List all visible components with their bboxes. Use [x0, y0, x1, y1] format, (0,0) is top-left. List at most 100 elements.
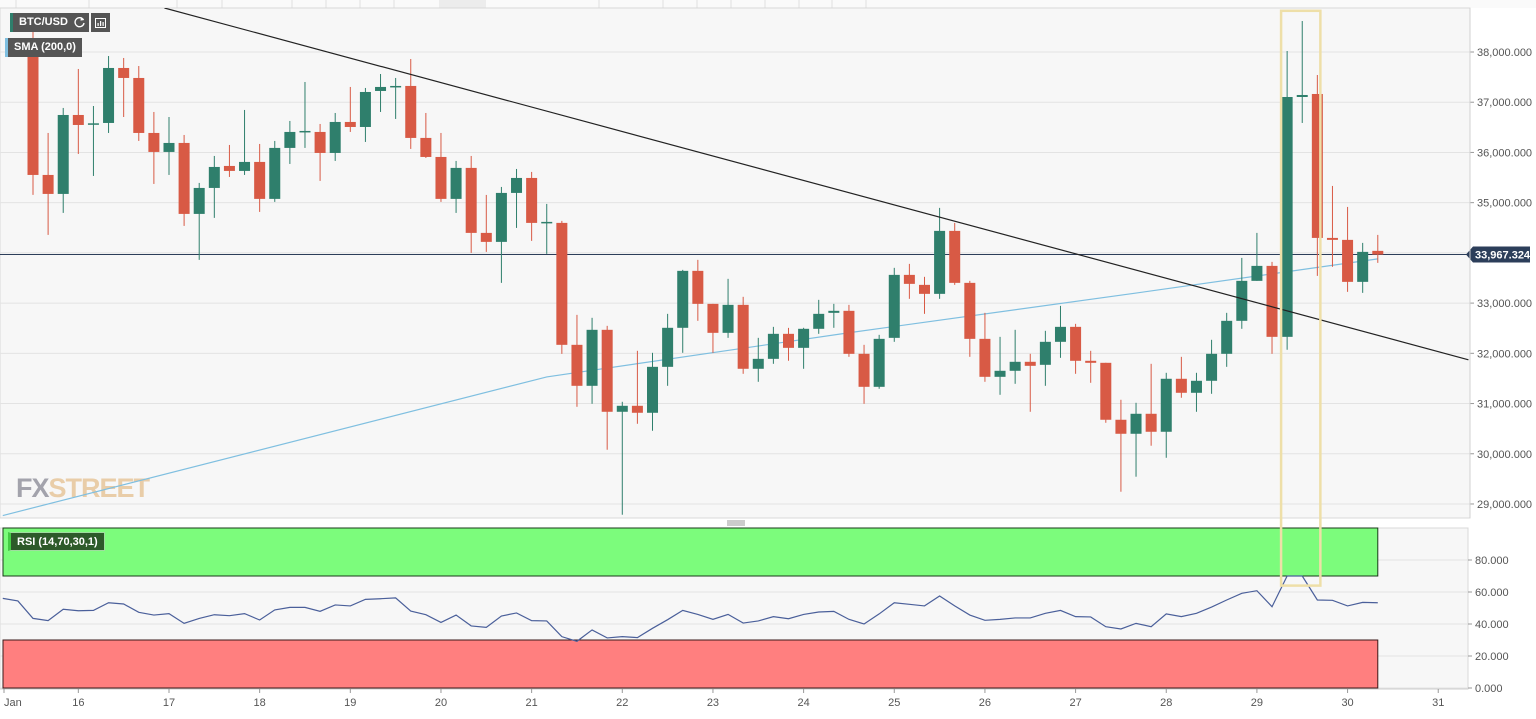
refresh-icon[interactable]	[70, 13, 89, 32]
price-tick-label: 29,000.000	[1477, 499, 1532, 511]
price-tick-label: 37,000.000	[1477, 97, 1532, 109]
candle-body-up	[390, 85, 402, 88]
candle-body-down	[480, 232, 492, 242]
price-tick-label: 38,000.000	[1477, 47, 1532, 59]
descending-trendline	[164, 8, 1469, 361]
candle-body-down	[223, 165, 235, 171]
candle-body-down	[843, 310, 855, 354]
candle-body-down	[903, 274, 915, 284]
rsi-line	[2, 575, 1378, 642]
sma-legend[interactable]: SMA (200,0)	[5, 38, 82, 57]
candle-body-down	[435, 156, 447, 199]
candle-body-up	[828, 310, 840, 313]
time-tick-label: 26	[979, 697, 991, 709]
candle-body-down	[344, 121, 356, 127]
candle-body-up	[193, 187, 205, 214]
price-tick-label: 31,000.000	[1477, 399, 1532, 411]
rsi-tick-label: 0.000	[1475, 683, 1503, 695]
time-tick-label: 17	[163, 697, 175, 709]
symbol-legend[interactable]: BTC/USD	[10, 13, 74, 32]
candle-body-up	[57, 114, 69, 194]
candle-body-up	[163, 142, 175, 152]
candle-body-up	[1357, 251, 1369, 282]
candle-body-up	[299, 130, 311, 133]
candle-body-down	[1175, 378, 1187, 393]
candle-body-up	[208, 166, 220, 188]
candle-body-down	[707, 303, 719, 333]
candle-body-down	[72, 114, 84, 125]
candle-body-up	[677, 270, 689, 328]
price-tick-label: 35,000.000	[1477, 198, 1532, 210]
highlight-box	[1279, 9, 1322, 587]
last-price-label: 33,967.324	[1475, 250, 1531, 262]
time-tick-label: 22	[616, 697, 628, 709]
last-price-badge	[1466, 246, 1530, 263]
price-tick-label: 33,000.000	[1477, 298, 1532, 310]
candle-body-up	[375, 86, 387, 91]
candle-body-down	[133, 77, 145, 133]
time-tick-label: 24	[797, 697, 809, 709]
pane-resize-handle[interactable]	[727, 520, 745, 526]
candle-body-up	[662, 327, 674, 367]
overbought-zone	[2, 527, 1379, 577]
candle-body-up	[495, 192, 507, 242]
candle-body-up	[1039, 341, 1051, 365]
time-tick-label: 23	[707, 697, 719, 709]
time-tick-label: 29	[1251, 697, 1263, 709]
rsi-tick-label: 80.000	[1475, 555, 1509, 567]
candle-body-down	[1085, 360, 1097, 363]
price-tick-label: 32,000.000	[1477, 348, 1532, 360]
candle-body-down	[254, 161, 266, 199]
candle-body-up	[1236, 280, 1248, 321]
candle-body-down	[692, 270, 704, 304]
time-tick-label: 25	[888, 697, 900, 709]
rsi-tick-label: 20.000	[1475, 651, 1509, 663]
candle-body-up	[87, 123, 99, 125]
candle-body-down	[1342, 239, 1354, 282]
candle-body-up	[647, 366, 659, 413]
candle-body-up	[616, 405, 628, 412]
candle-body-up	[1251, 265, 1263, 281]
rsi-tick-label: 40.000	[1475, 619, 1509, 631]
rsi-line-group	[2, 575, 1378, 642]
candle-body-up	[329, 121, 341, 153]
price-axis[interactable]: 29,000.000 30,000.000 31,000.000 32,000.000…	[1469, 8, 1532, 518]
candle-body-down	[737, 304, 749, 369]
indicators-icon[interactable]	[91, 13, 110, 32]
time-axis[interactable]: Jan 16 17 18 19 20 21 22 23 24 25 26 27 28 29 30 31	[0, 688, 1468, 709]
candle-body-down	[420, 137, 432, 157]
candle-body-down	[1311, 93, 1323, 238]
oversold-zone	[2, 639, 1379, 689]
candle-body-down	[1024, 361, 1036, 366]
time-tick-label: 20	[435, 697, 447, 709]
trendline-group	[164, 8, 1469, 361]
time-tick-label: Jan	[4, 697, 22, 709]
candle-body-down	[42, 174, 54, 194]
time-tick-label: 30	[1341, 697, 1353, 709]
candle-body-down	[1145, 413, 1157, 432]
time-tick-label: 18	[254, 697, 266, 709]
candle-body-up	[1281, 96, 1293, 337]
candle-body-down	[526, 177, 538, 223]
highlight-group	[1279, 9, 1322, 587]
candle-body-down	[556, 222, 568, 345]
candle-body-up	[934, 230, 946, 294]
time-tick-label: 16	[72, 697, 84, 709]
rsi-legend[interactable]: RSI (14,70,30,1)	[8, 532, 105, 551]
rsi-tick-label: 60.000	[1475, 587, 1509, 599]
candle-body-down	[918, 284, 930, 294]
candle-body-up	[767, 333, 779, 359]
time-tick-label: 27	[1069, 697, 1081, 709]
candle-body-up	[1190, 380, 1202, 393]
candle-body-up	[813, 313, 825, 329]
candle-body-up	[1296, 94, 1308, 97]
candle-body-up	[359, 91, 371, 127]
fxstreet-watermark: FXSTREET	[16, 473, 151, 503]
rsi-zones	[2, 527, 1379, 689]
candle-body-up	[1009, 361, 1021, 371]
candle-body-down	[1326, 237, 1338, 240]
time-tick-label: 21	[526, 697, 538, 709]
candle-body-down	[27, 45, 39, 175]
rsi-axis[interactable]: 0.000 20.000 40.000 60.000 80.000	[1468, 555, 1509, 695]
